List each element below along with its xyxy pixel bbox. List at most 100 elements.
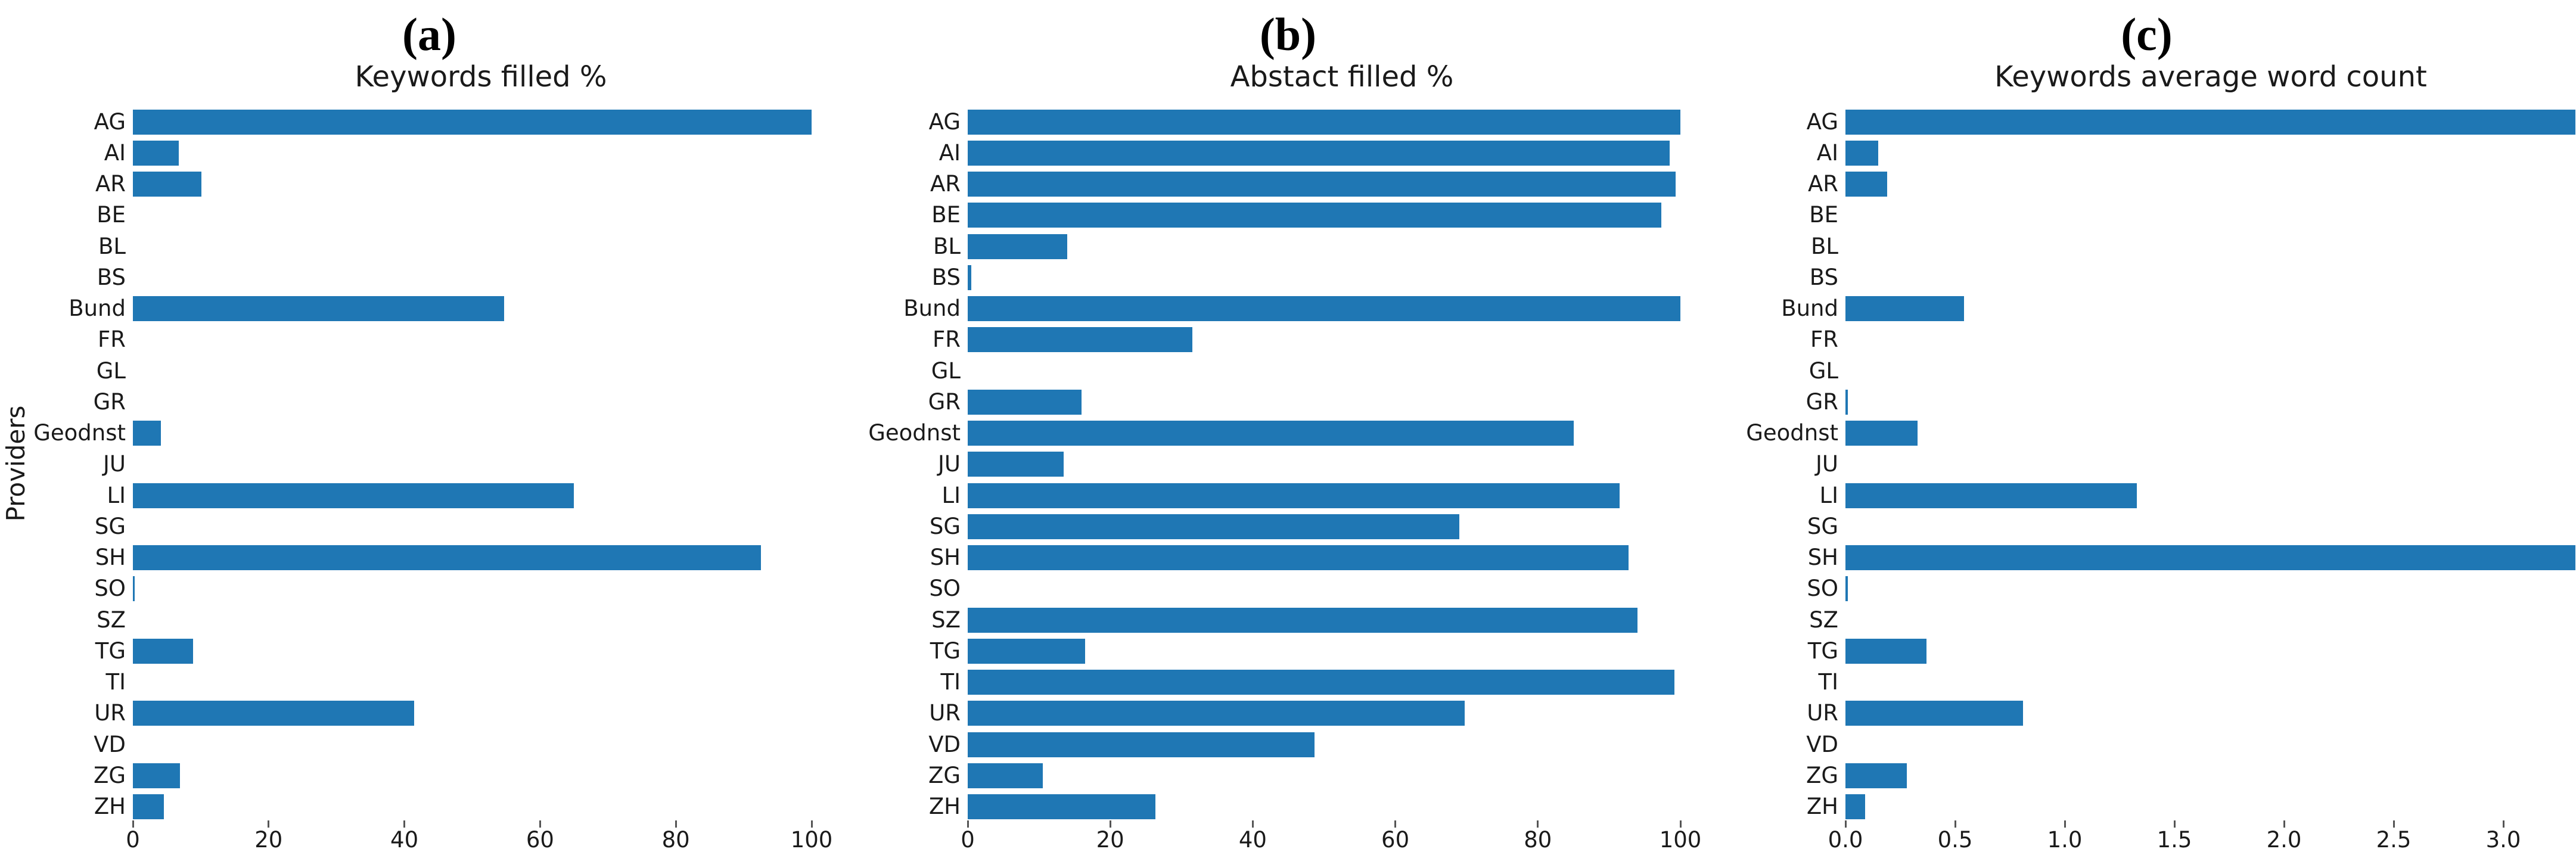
bar-SH [968, 545, 1629, 570]
ytick-label-SG: SG [1807, 513, 1838, 539]
bar-ZG [968, 763, 1043, 788]
bar-AG [133, 109, 812, 135]
ytick-label-TG: TG [95, 638, 126, 664]
ytick-label-AG: AG [94, 108, 126, 135]
xtick-label-40: 40 [1238, 827, 1267, 853]
bar-LI [968, 483, 1620, 508]
xtick-mark-20 [268, 820, 270, 828]
ytick-label-GR: GR [93, 388, 126, 415]
xtick-mark-80 [675, 820, 677, 828]
ytick-label-BL: BL [1811, 233, 1838, 259]
bar-AR [968, 172, 1676, 197]
xtick-mark-100 [810, 820, 813, 828]
ytick-label-BE: BE [931, 202, 961, 228]
xtick-label-20: 20 [254, 827, 283, 853]
xtick-label-60: 60 [1381, 827, 1410, 853]
ytick-label-JU: JU [938, 451, 961, 477]
ytick-label-AI: AI [104, 139, 126, 166]
ytick-label-SO: SO [1807, 576, 1838, 602]
ytick-label-VD: VD [1806, 731, 1838, 757]
ytick-label-ZH: ZH [94, 794, 126, 819]
bar-JU [968, 452, 1064, 477]
ytick-label-Bund: Bund [69, 296, 126, 321]
bar-BL [968, 234, 1068, 259]
chart-title-c: Keywords average word count [1994, 60, 2427, 94]
xtick-label-1.0: 1.0 [2047, 827, 2083, 853]
bar-AI [1845, 140, 1879, 166]
ytick-label-LI: LI [1819, 482, 1838, 508]
bar-SH [1845, 545, 2576, 570]
ytick-label-SG: SG [94, 513, 126, 539]
ytick-label-BS: BS [1809, 264, 1838, 290]
xtick-label-0.0: 0.0 [1828, 827, 1863, 853]
ytick-label-SZ: SZ [931, 607, 961, 633]
ytick-label-TG: TG [1807, 638, 1838, 664]
panel-label-c: (c) [2121, 8, 2173, 60]
ytick-label-BL: BL [933, 233, 961, 259]
ytick-label-AI: AI [939, 139, 961, 166]
subplot-a: (a) Keywords filled % Providers AG AI AR BE… [0, 0, 859, 855]
ytick-label-AR: AR [1807, 171, 1838, 197]
bar-LI [1845, 483, 2137, 508]
bar-AG [968, 109, 1680, 135]
ytick-label-SZ: SZ [1809, 607, 1838, 633]
bar-BS [968, 265, 971, 290]
ytick-label-ZG: ZG [1806, 762, 1838, 788]
ytick-label-VD: VD [94, 731, 126, 757]
ytick-label-ZH: ZH [928, 794, 961, 819]
ytick-label-Bund: Bund [903, 296, 961, 321]
bar-SO [1845, 576, 1848, 602]
ytick-label-TI: TI [940, 669, 961, 695]
chart-title-b: Abstact filled % [1230, 60, 1454, 94]
ytick-label-GR: GR [928, 388, 961, 415]
bar-TG [133, 638, 194, 664]
ytick-label-FR: FR [1810, 327, 1838, 353]
ytick-label-SH: SH [1807, 545, 1838, 570]
subplot-c: (c) Keywords average word count AG AI AR BE… [1717, 0, 2576, 855]
ytick-label-AR: AR [95, 171, 126, 197]
xtick-label-0: 0 [961, 827, 975, 853]
ytick-label-VD: VD [928, 731, 961, 757]
xtick-label-60: 60 [526, 827, 554, 853]
bar-AR [133, 172, 202, 197]
bar-Bund [968, 296, 1680, 321]
bar-GR [1845, 389, 1848, 415]
bar-LI [133, 483, 574, 508]
xtick-mark-100 [1679, 820, 1682, 828]
bar-Bund [1845, 296, 1964, 321]
xtick-label-100: 100 [790, 827, 833, 853]
xtick-mark-2.5 [2392, 820, 2395, 828]
bar-TG [1845, 638, 1927, 664]
xtick-mark-0.0 [1844, 820, 1847, 828]
bar-ZG [133, 763, 180, 788]
ytick-label-Geodnst: Geodnst [868, 420, 961, 446]
bar-ZH [133, 794, 164, 819]
bar-TI [968, 670, 1675, 695]
xtick-label-1.5: 1.5 [2156, 827, 2192, 853]
bar-Bund [133, 296, 505, 321]
ytick-label-BE: BE [1809, 202, 1838, 228]
bar-ZG [1845, 763, 1907, 788]
ytick-label-AG: AG [1806, 108, 1838, 135]
ytick-label-ZG: ZG [93, 762, 126, 788]
xtick-label-80: 80 [1524, 827, 1552, 853]
bar-AI [133, 140, 179, 166]
ytick-label-JU: JU [1816, 451, 1838, 477]
panel-label-b: (b) [1259, 8, 1317, 60]
ytick-label-GL: GL [96, 357, 126, 384]
xtick-mark-3.0 [2502, 820, 2504, 828]
ytick-label-SH: SH [95, 545, 126, 570]
bar-FR [968, 327, 1192, 353]
bar-GR [968, 389, 1082, 415]
xtick-mark-40 [403, 820, 406, 828]
panel-label-a: (a) [402, 8, 456, 60]
xtick-mark-0.5 [1954, 820, 1956, 828]
ytick-label-LI: LI [941, 482, 961, 508]
ytick-label-TI: TI [105, 669, 126, 695]
bar-UR [968, 701, 1465, 726]
bar-TG [968, 638, 1086, 664]
bar-Geodnst [133, 421, 161, 446]
ytick-label-UR: UR [1807, 700, 1838, 726]
ytick-label-SZ: SZ [97, 607, 126, 633]
